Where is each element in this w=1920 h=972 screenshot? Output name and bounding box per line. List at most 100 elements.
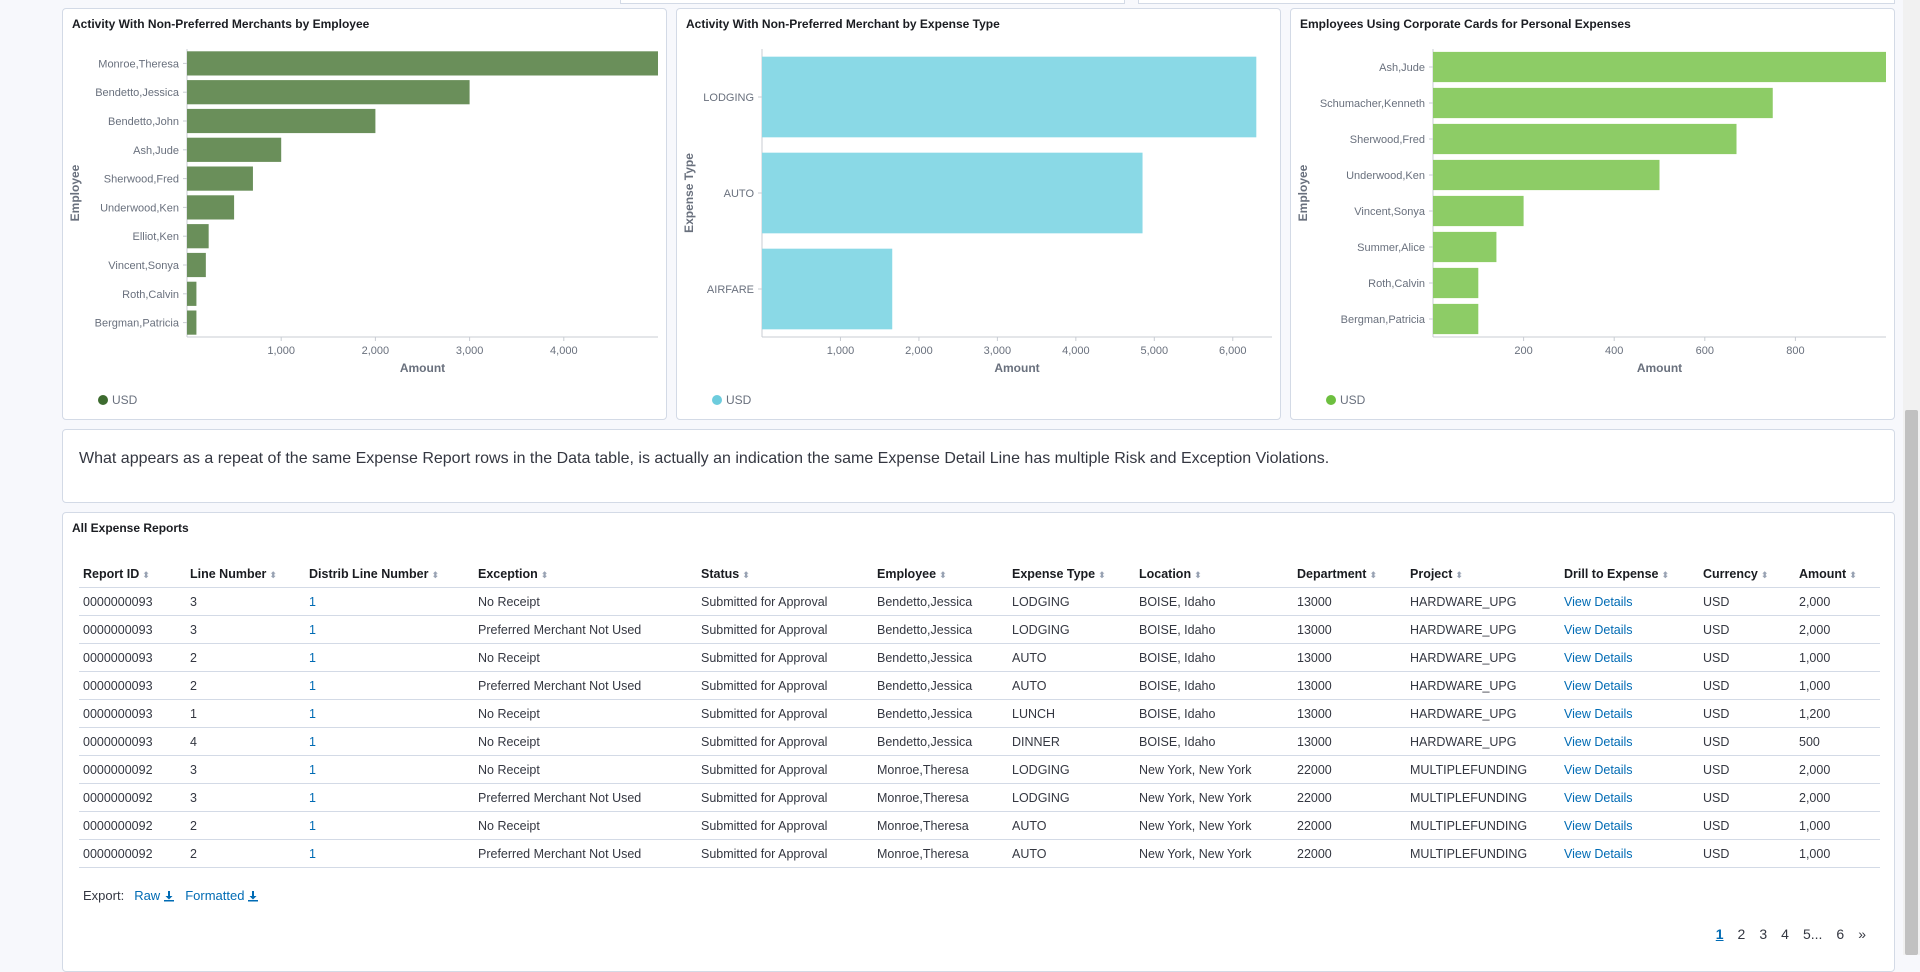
distrib-line-link[interactable]: 1	[309, 846, 316, 861]
table-cell: 3	[186, 615, 305, 644]
y-tick-label: Schumacher,Kenneth	[1320, 98, 1425, 110]
table-cell: MULTIPLEFUNDING	[1406, 839, 1560, 868]
page-scrollbar[interactable]	[1903, 0, 1920, 955]
column-header[interactable]: Status ⬍	[697, 561, 873, 588]
page-5-button[interactable]: 5...	[1802, 926, 1823, 942]
table-cell: 2,000	[1795, 587, 1880, 616]
page-3-button[interactable]: 3	[1759, 926, 1768, 942]
chart-legend[interactable]: USD	[1326, 393, 1365, 407]
distrib-line-link[interactable]: 1	[309, 734, 316, 749]
column-header[interactable]: Currency ⬍	[1699, 561, 1795, 588]
distrib-line-link[interactable]: 1	[309, 594, 316, 609]
column-header[interactable]: Distrib Line Number ⬍	[305, 561, 474, 588]
table-cell: HARDWARE_UPG	[1406, 615, 1560, 644]
table-cell: Submitted for Approval	[697, 699, 873, 728]
view-details-link[interactable]: View Details	[1564, 706, 1633, 721]
table-cell: 22000	[1293, 755, 1406, 784]
column-header[interactable]: Drill to Expense ⬍	[1560, 561, 1699, 588]
distrib-line-link[interactable]: 1	[309, 706, 316, 721]
column-header-label: Exception	[478, 567, 538, 581]
table-cell: Monroe,Theresa	[873, 755, 1008, 784]
table-cell: View Details	[1560, 839, 1699, 868]
column-header[interactable]: Department ⬍	[1293, 561, 1406, 588]
column-header-label: Currency	[1703, 567, 1758, 581]
sort-icon: ⬍	[269, 570, 277, 580]
column-header-label: Expense Type	[1012, 567, 1096, 581]
view-details-link[interactable]: View Details	[1564, 594, 1633, 609]
table-cell: USD	[1699, 727, 1795, 756]
column-header[interactable]: Amount ⬍	[1795, 561, 1880, 588]
table-cell: 1,000	[1795, 671, 1880, 700]
table-cell: AUTO	[1008, 811, 1135, 840]
table-cell: USD	[1699, 839, 1795, 868]
view-details-link[interactable]: View Details	[1564, 846, 1633, 861]
x-tick-label: 2,000	[905, 345, 933, 357]
distrib-line-link[interactable]: 1	[309, 650, 316, 665]
table-cell: 1	[186, 699, 305, 728]
distrib-line-link[interactable]: 1	[309, 818, 316, 833]
next-page-button[interactable]: »	[1858, 926, 1866, 942]
x-tick-label: 400	[1605, 345, 1623, 357]
x-tick-label: 3,000	[984, 345, 1012, 357]
view-details-link[interactable]: View Details	[1564, 678, 1633, 693]
column-header[interactable]: Location ⬍	[1135, 561, 1293, 588]
table-row: 0000000092 2 1 No Receipt Submitted for Appr…	[79, 811, 1880, 840]
y-tick-label: Underwood,Ken	[1346, 170, 1425, 182]
distrib-line-link[interactable]: 1	[309, 622, 316, 637]
table-cell: 1,000	[1795, 643, 1880, 672]
table-cell: 2	[186, 671, 305, 700]
chart-legend[interactable]: USD	[98, 393, 137, 407]
x-tick-label: 6,000	[1219, 345, 1247, 357]
column-header[interactable]: Employee ⬍	[873, 561, 1008, 588]
column-header[interactable]: Expense Type ⬍	[1008, 561, 1135, 588]
view-details-link[interactable]: View Details	[1564, 650, 1633, 665]
page-6-button[interactable]: 6	[1836, 926, 1845, 942]
page-4-button[interactable]: 4	[1781, 926, 1789, 942]
table-cell: View Details	[1560, 643, 1699, 672]
view-details-link[interactable]: View Details	[1564, 790, 1633, 805]
table-cell: BOISE, Idaho	[1135, 615, 1293, 644]
bar	[1433, 51, 1886, 83]
distrib-line-link[interactable]: 1	[309, 790, 316, 805]
legend-dot-icon	[98, 395, 108, 405]
page-2-button[interactable]: 2	[1737, 926, 1746, 942]
column-header[interactable]: Line Number ⬍	[186, 561, 305, 588]
table-header-row: Report ID ⬍ Line Number ⬍ Distrib Line Numbe…	[79, 561, 1880, 588]
column-header-label: Status	[701, 567, 740, 581]
scrollbar-thumb[interactable]	[1905, 410, 1918, 955]
column-header-label: Location	[1139, 567, 1192, 581]
table-row: 0000000093 3 1 Preferred Merchant Not Used S…	[79, 615, 1880, 644]
view-details-link[interactable]: View Details	[1564, 622, 1633, 637]
bar	[187, 108, 376, 134]
x-tick-label: 2,000	[362, 345, 390, 357]
export-formatted-link[interactable]: Formatted	[185, 888, 259, 903]
table-cell: 0000000093	[79, 615, 186, 644]
table-cell: 13000	[1293, 671, 1406, 700]
column-header[interactable]: Exception ⬍	[474, 561, 697, 588]
sort-icon: ⬍	[1455, 570, 1463, 580]
table-cell: LUNCH	[1008, 699, 1135, 728]
table-cell: Bendetto,Jessica	[873, 699, 1008, 728]
column-header[interactable]: Project ⬍	[1406, 561, 1560, 588]
view-details-link[interactable]: View Details	[1564, 762, 1633, 777]
view-details-link[interactable]: View Details	[1564, 818, 1633, 833]
column-header-label: Department	[1297, 567, 1367, 581]
table-cell: 1,000	[1795, 839, 1880, 868]
page-1-button[interactable]: 1	[1715, 926, 1724, 942]
y-tick-label: Monroe,Theresa	[98, 58, 180, 70]
view-details-link[interactable]: View Details	[1564, 734, 1633, 749]
column-header[interactable]: Report ID ⬍	[79, 561, 186, 588]
table-cell: Preferred Merchant Not Used	[474, 783, 697, 812]
distrib-line-link[interactable]: 1	[309, 762, 316, 777]
y-tick-label: Bendetto,John	[108, 116, 179, 128]
table-cell: Bendetto,Jessica	[873, 615, 1008, 644]
x-tick-label: 3,000	[456, 345, 484, 357]
export-raw-link[interactable]: Raw	[134, 888, 175, 903]
y-tick-label: Summer,Alice	[1357, 242, 1425, 254]
chart-legend[interactable]: USD	[712, 393, 751, 407]
table-cell: View Details	[1560, 699, 1699, 728]
table-cell: Monroe,Theresa	[873, 783, 1008, 812]
table-cell: 22000	[1293, 811, 1406, 840]
distrib-line-link[interactable]: 1	[309, 678, 316, 693]
table-cell: LODGING	[1008, 615, 1135, 644]
